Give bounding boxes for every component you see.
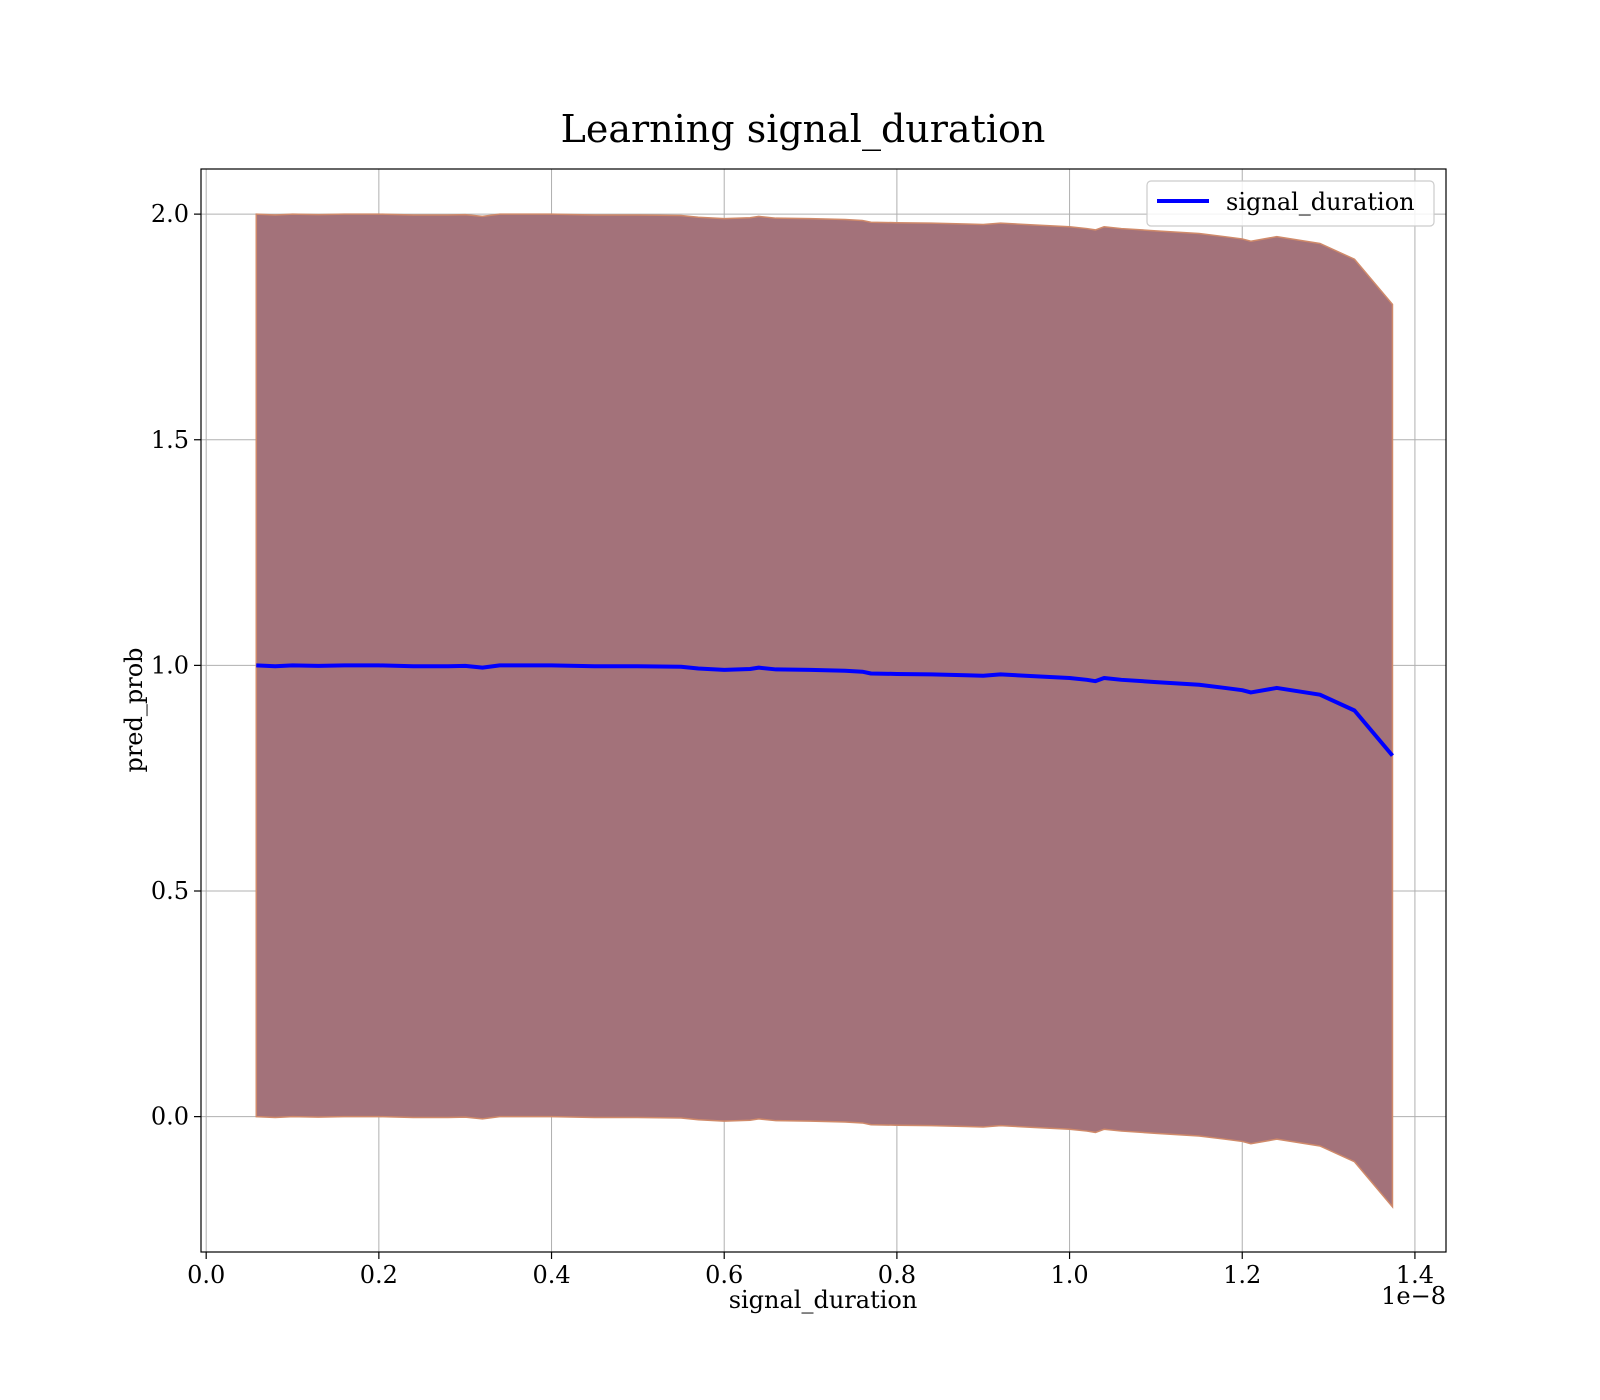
- x-tick-label: 0.0: [187, 1261, 225, 1289]
- x-tick-label: 0.8: [878, 1261, 916, 1289]
- legend-box: [1146, 180, 1435, 227]
- confidence-band: [255, 213, 1394, 1209]
- series-line-signal-duration: [256, 663, 1395, 757]
- y-tick-label: 0.5: [151, 877, 189, 905]
- x-tick-label: 0.6: [705, 1261, 743, 1289]
- y-tick-label: 0.0: [151, 1103, 189, 1131]
- y-axis: 0.0 0.5 1.0 1.5 2.0: [151, 200, 201, 1131]
- y-axis-label: pred_prob: [120, 647, 148, 772]
- x-axis: 0.0 0.2 0.4 0.6 0.8 1.0 1.2 1.4: [187, 1252, 1434, 1289]
- series-group: [256, 663, 1395, 757]
- legend: signal_duration: [1146, 180, 1435, 227]
- plot-frame: [200, 168, 1447, 1253]
- chart-title: Learning signal_duration: [561, 107, 1046, 152]
- band-group: [255, 213, 1394, 1209]
- x-tick-label: 0.4: [532, 1261, 570, 1289]
- x-tick-label: 0.2: [360, 1261, 398, 1289]
- x-tick-label: 1.4: [1396, 1261, 1434, 1289]
- y-tick-label: 1.0: [151, 651, 189, 679]
- x-tick-label: 1.2: [1223, 1261, 1261, 1289]
- y-tick-label: 1.5: [151, 426, 189, 454]
- x-axis-label: signal_duration: [729, 1286, 918, 1314]
- x-tick-label: 1.0: [1050, 1261, 1088, 1289]
- y-tick-label: 2.0: [151, 200, 189, 228]
- x-axis-offset-label: 1e−8: [1381, 1282, 1446, 1310]
- legend-label-signal-duration: signal_duration: [1226, 188, 1415, 216]
